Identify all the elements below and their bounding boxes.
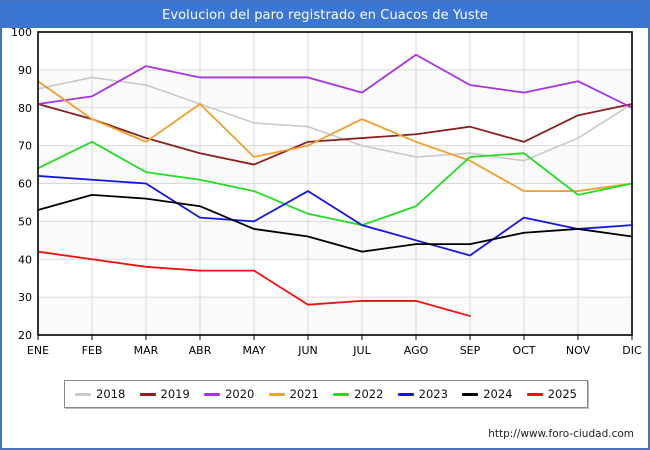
x-axis-tick-label-OCT: OCT [512, 344, 535, 357]
y-axis-tick-label: 80 [18, 102, 32, 115]
legend-swatch-icon [75, 392, 91, 396]
y-axis-tick-label: 90 [18, 64, 32, 77]
legend-item-label: 2020 [225, 387, 255, 401]
y-axis-tick-label: 100 [11, 28, 32, 39]
x-axis-tick-label-ABR: ABR [189, 344, 212, 357]
legend-item-label: 2019 [160, 387, 190, 401]
x-axis-tick-label-JUN: JUN [297, 344, 318, 357]
legend-item-label: 2023 [418, 387, 448, 401]
y-axis-tick-label: 20 [18, 329, 32, 342]
legend-item-2019[interactable]: 2019 [139, 387, 190, 401]
source-url: http://www.foro-ciudad.com [488, 428, 634, 440]
y-axis-tick-label: 40 [18, 253, 32, 266]
y-axis-tick-label: 30 [18, 291, 32, 304]
legend-swatch-icon [397, 392, 414, 396]
legend-item-label: 2025 [547, 387, 577, 401]
series-line-2023 [37, 175, 633, 257]
legend-item-label: 2018 [96, 387, 126, 401]
series-line-2020 [37, 53, 633, 109]
legend-swatch-icon [268, 392, 285, 396]
y-axis-tick-label: 50 [18, 215, 32, 228]
legend-item-2024[interactable]: 2024 [462, 387, 512, 401]
x-axis-tick-label-ENE: ENE [27, 344, 49, 357]
legend-swatch-icon [462, 392, 479, 396]
legend-item-2023[interactable]: 2023 [397, 387, 448, 401]
chart-plot-area: 20 30 40 50 60 70 80 90 100 ENE FEB MAR ABR MAY JUN JUL… [2, 28, 648, 368]
x-axis-tick-label-FEB: FEB [82, 344, 103, 357]
legend-item-2022[interactable]: 2022 [333, 387, 383, 401]
line-chart-svg: 20 30 40 50 60 70 80 90 100 ENE FEB MAR ABR MAY JUN JUL… [11, 28, 642, 357]
legend-item-2018[interactable]: 2018 [75, 387, 125, 401]
series-line-2025 [37, 250, 471, 317]
x-axis-tick-label-JUL: JUL [352, 344, 371, 357]
x-axis-tick-label-MAR: MAR [134, 344, 159, 357]
y-axis-tick-label: 60 [18, 178, 32, 191]
series-line-2021 [37, 80, 633, 192]
x-axis-tick-label-SEP: SEP [460, 344, 481, 357]
legend-item-label: 2021 [289, 387, 319, 401]
legend-item-2021[interactable]: 2021 [268, 387, 319, 401]
y-axis-tick-label: 70 [18, 140, 32, 153]
series-line-2018 [37, 76, 633, 162]
x-axis-tick-label-NOV: NOV [566, 344, 591, 357]
legend-item-label: 2024 [483, 387, 513, 401]
legend-item-2020[interactable]: 2020 [204, 387, 254, 401]
x-axis-tick-label-MAY: MAY [243, 344, 266, 357]
x-axis-tick-label-DIC: DIC [622, 344, 642, 357]
chart-legend: 2018 2019 2020 2021 2022 2023 2024 2025 [64, 380, 588, 408]
legend-swatch-icon [204, 392, 221, 396]
legend-swatch-icon [526, 392, 543, 396]
series-line-2024 [37, 193, 633, 253]
x-axis-tick-label-AGO: AGO [404, 344, 429, 357]
series-line-2022 [37, 140, 633, 227]
page-title: Evolucion del paro registrado en Cuacos … [162, 7, 488, 23]
window-title-bar: Evolucion del paro registrado en Cuacos … [2, 2, 648, 28]
legend-swatch-icon [333, 392, 350, 396]
legend-item-label: 2022 [354, 387, 384, 401]
legend-item-2025[interactable]: 2025 [526, 387, 577, 401]
series-line-2019 [37, 103, 633, 166]
legend-swatch-icon [139, 392, 156, 396]
